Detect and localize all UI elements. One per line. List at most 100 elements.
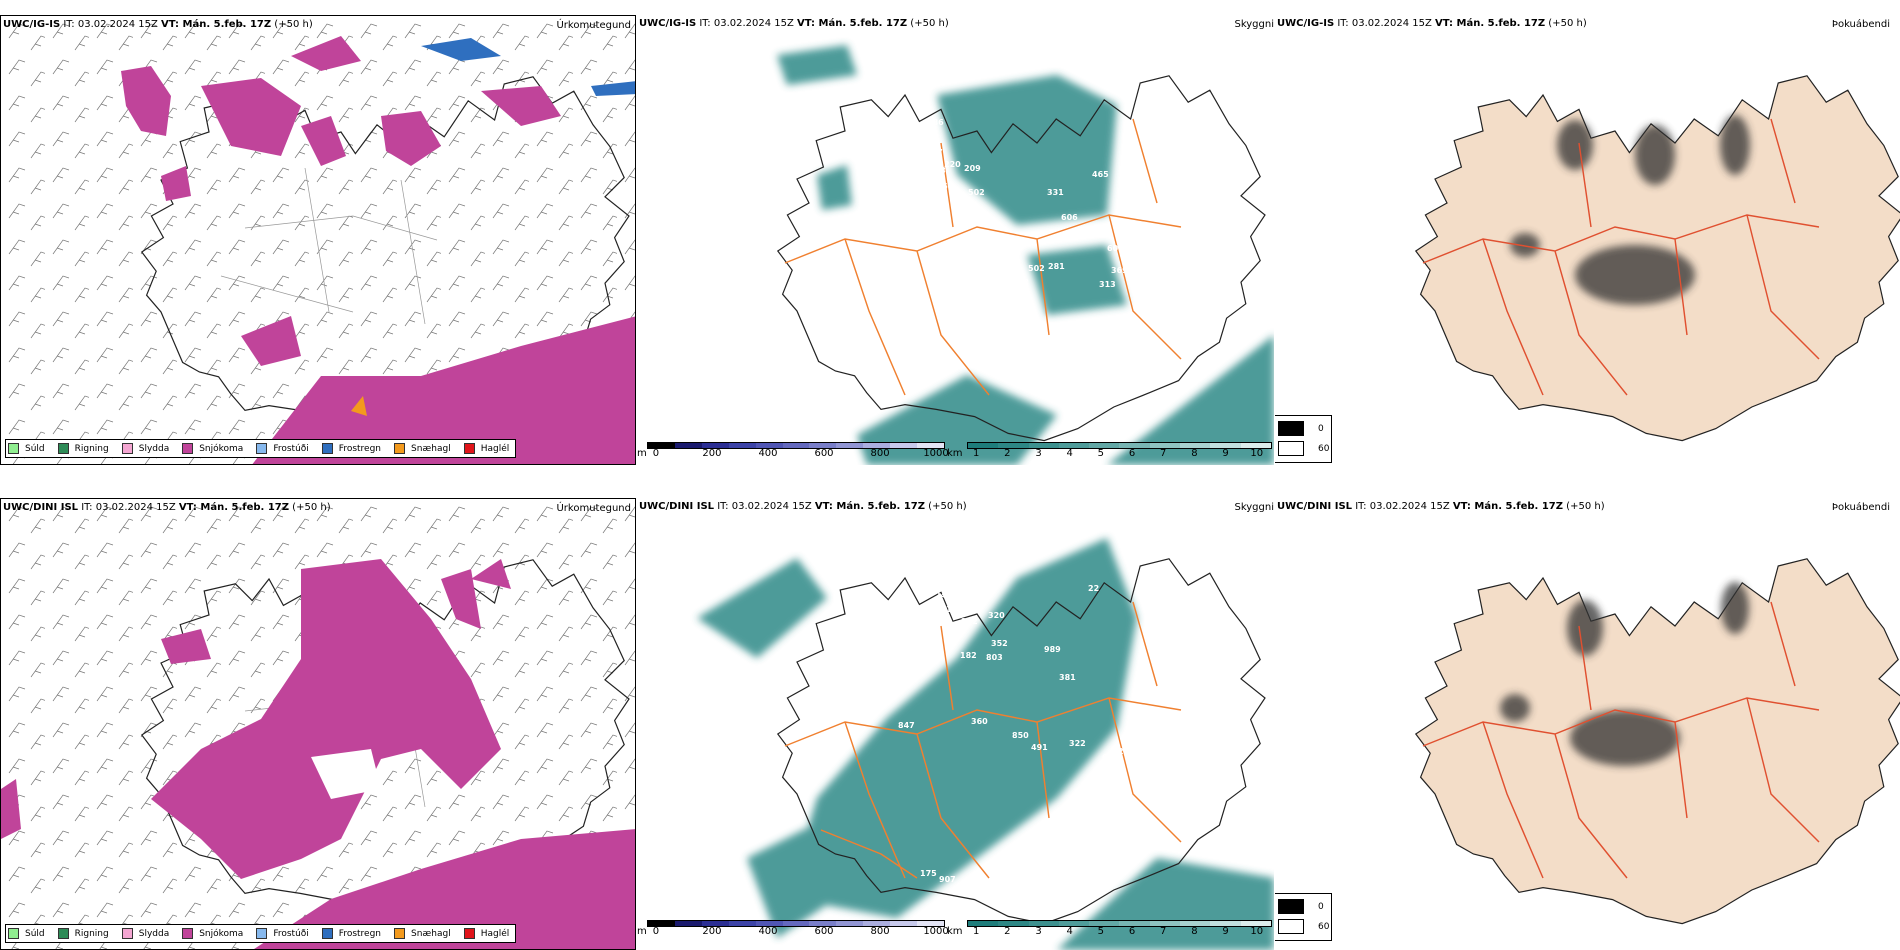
valid-time: Mán. 5.feb. 17Z	[182, 19, 272, 30]
valid-time: Mán. 5.feb. 17Z	[1474, 501, 1563, 512]
legend-swatch	[8, 928, 19, 939]
legend-item: Súld	[8, 443, 45, 454]
colorbar-tick: 10	[1250, 448, 1264, 459]
legend-swatch	[256, 443, 268, 454]
valid-label: VT:	[178, 502, 201, 513]
legend-item: Frostregn	[321, 928, 381, 939]
fog-legend-value: 60	[1318, 443, 1330, 454]
visibility-value: 22	[1088, 584, 1099, 593]
fog-legend-swatch	[1278, 899, 1304, 914]
colorbar-tick: 800	[870, 926, 890, 937]
legend-label: Frostúði	[273, 443, 309, 454]
valid-label: VT:	[161, 19, 183, 30]
fog-legend-swatch	[1278, 421, 1304, 436]
visibility-value: 238	[929, 166, 946, 175]
colorbar-tick: 1000	[923, 448, 949, 459]
legend-label: Snæhagl	[411, 443, 451, 454]
panel-name-visibility: Skyggni	[1234, 502, 1274, 513]
height-colorbar: 0 200 400 600 800 1000	[647, 442, 949, 459]
legend-swatch	[182, 928, 194, 939]
legend-label: Snæhagl	[411, 928, 451, 939]
legend-swatch	[463, 928, 475, 939]
valid-label: VT:	[1435, 18, 1457, 29]
issue-time: IT: 03.02.2024 15Z	[1352, 501, 1453, 512]
fog-map	[1415, 75, 1900, 442]
fog-legend: 0 60	[1275, 893, 1332, 941]
visibility-value: 322	[1069, 739, 1086, 748]
visibility-value: 182	[960, 651, 977, 660]
visibility-value: 606	[1061, 213, 1078, 222]
model-name: UWC/IG-IS	[3, 19, 61, 30]
lead-time: (+50 h)	[907, 18, 949, 29]
fog-legend: 0 60	[1275, 415, 1332, 463]
visibility-value: 907	[939, 875, 956, 884]
colorbar-tick: 7	[1160, 926, 1167, 937]
legend-swatch	[57, 928, 69, 939]
legend-label: Slydda	[138, 443, 170, 454]
colorbar-tick: 6	[1128, 926, 1136, 937]
valid-time: Mán. 5.feb. 17Z	[818, 18, 908, 29]
visibility-value: 502	[968, 188, 985, 197]
panel-title: UWC/DINI ISL IT: 03.02.2024 15Z VT: Mán.…	[1277, 501, 1605, 512]
colorbar-tick: 200	[702, 926, 722, 937]
legend-label: Rigning	[74, 443, 109, 454]
legend-label: Rigning	[74, 928, 109, 939]
colorbar-segments	[647, 442, 945, 449]
height-colorbar: 0 200 400 600 800 1000	[647, 920, 949, 937]
visibility-value: 847	[898, 721, 915, 730]
legend-swatch	[57, 443, 69, 454]
issue-time: IT: 03.02.2024 15Z	[78, 502, 179, 513]
visibility-value: 502	[1028, 264, 1045, 273]
visibility-value: 360	[971, 717, 988, 726]
visibility-value: 381	[1059, 673, 1076, 682]
valid-time: Mán. 5.feb. 17Z	[1456, 18, 1546, 29]
visibility-value: 187	[926, 148, 943, 157]
valid-label: VT:	[797, 18, 819, 29]
fog-map	[1415, 558, 1900, 925]
colorbar-tick: 2	[1004, 926, 1011, 937]
fog-legend-value: 60	[1318, 921, 1330, 932]
visibility-value: 209	[964, 164, 981, 173]
issue-time: IT: 03.02.2024 15Z	[1334, 18, 1436, 29]
visibility-unit: km	[947, 926, 963, 937]
lead-time: (+50 h)	[925, 501, 967, 512]
colorbar-tick: 3	[1035, 448, 1042, 459]
legend-item: Haglél	[463, 443, 509, 454]
precip-map	[1, 499, 635, 949]
colorbar-tick: 8	[1191, 448, 1198, 459]
visibility-value: 636	[1102, 753, 1119, 762]
visibility-value: 248	[935, 591, 952, 600]
panel-name-precip: Úrkomutegund	[556, 20, 631, 31]
colorbar-segments	[647, 920, 945, 927]
fog-legend-row: 60	[1278, 441, 1329, 456]
visibility-value: 268	[1118, 747, 1135, 756]
legend-item: Snæhagl	[394, 443, 451, 454]
precip-map	[1, 16, 635, 464]
legend-item: Súld	[8, 928, 45, 939]
visibility-value: 491	[1031, 743, 1048, 752]
visibility-value: 803	[986, 653, 1003, 662]
legend-item: Haglél	[463, 928, 509, 939]
precip-legend: Súld Rigning Slydda Snjókoma Frostúði Frostre…	[5, 924, 517, 943]
panel-title: UWC/IG-IS IT: 03.02.2024 15Z VT: Mán. 5.…	[1277, 18, 1587, 29]
precip-panel-row1: UWC/IG-IS IT: 03.02.2024 15Z VT: Mán. 5.…	[0, 15, 636, 465]
model-name: UWC/DINI ISL	[3, 502, 79, 513]
visibility-colorbar: 1 2 3 4 5 6 7 8 9 10	[967, 920, 1272, 937]
visibility-value: 320	[988, 611, 1005, 620]
colorbar-tick: 600	[814, 448, 834, 459]
precip-legend: Súld Rigning Slydda Snjókoma Frostúði Frostre…	[5, 439, 517, 458]
legend-label: Slydda	[138, 928, 170, 939]
colorbar-segments	[967, 920, 1272, 927]
visibility-value: 986	[927, 118, 944, 127]
legend-item: Frostúði	[256, 928, 309, 939]
colorbar-tick: 2	[1004, 448, 1011, 459]
legend-label: Frostregn	[338, 443, 382, 454]
legend-swatch	[182, 443, 194, 454]
visibility-colorbar: 1 2 3 4 5 6 7 8 9 10	[967, 442, 1272, 459]
colorbar-tick: 8	[1191, 926, 1198, 937]
model-name: UWC/DINI ISL	[1277, 501, 1353, 512]
valid-time: Mán. 5.feb. 17Z	[836, 501, 925, 512]
colorbar-tick: 7	[1160, 448, 1167, 459]
legend-swatch	[8, 443, 19, 454]
